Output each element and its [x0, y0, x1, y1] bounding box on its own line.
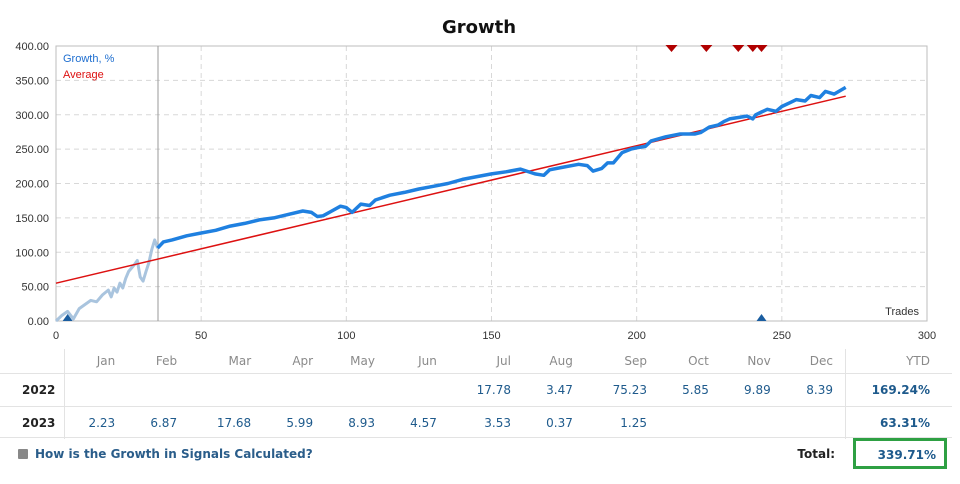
month-value — [127, 373, 190, 407]
ytd-value: 169.24% — [845, 373, 952, 407]
year-cell: 2023 — [0, 406, 65, 439]
y-tick-label: 0.00 — [28, 316, 49, 328]
month-value: 6.87 — [127, 406, 190, 439]
year-header — [0, 349, 65, 374]
year-cell: 2022 — [0, 373, 65, 407]
chart-series — [54, 85, 847, 323]
month-value — [64, 373, 128, 407]
month-value: 9.89 — [720, 373, 783, 407]
month-value: 17.68 — [189, 406, 264, 439]
month-value — [782, 406, 846, 439]
total-value: 339.71% — [877, 448, 936, 462]
y-tick-label: 400.00 — [15, 41, 49, 53]
month-header: Aug — [549, 354, 573, 368]
trade-marker-top — [732, 45, 745, 52]
month-header: Feb — [155, 354, 178, 368]
trade-marker-top — [665, 45, 678, 52]
month-header: Jul — [496, 354, 511, 368]
trade-marker-top — [746, 45, 759, 52]
y-tick-label: 200.00 — [15, 179, 49, 191]
y-tick-label: 300.00 — [15, 110, 49, 122]
help-book-icon — [18, 449, 28, 459]
y-tick-label: 100.00 — [15, 247, 49, 259]
total-highlight-box: 339.71% — [853, 438, 947, 469]
month-header: Apr — [292, 354, 314, 368]
month-value: 5.85 — [658, 373, 721, 407]
y-tick-label: 250.00 — [15, 144, 49, 156]
y-tick-label: 50.00 — [21, 282, 49, 294]
x-tick-label: 300 — [918, 330, 936, 342]
y-axis-ticks: 0.00 50.00 100.00 150.00 200.00 250.00 300.00 3… — [15, 41, 49, 328]
monthly-growth-table: Jan Feb Mar Apr May Jun Jul Aug Sep Oct … — [0, 349, 952, 439]
x-tick-label: 250 — [773, 330, 791, 342]
ytd-header: YTD — [845, 349, 952, 374]
legend-average: Average — [63, 69, 104, 81]
x-axis-ticks: 0 50 100 150 200 250 300 — [53, 330, 936, 342]
trade-marker-bottom — [62, 314, 73, 321]
month-value: 8.93 — [325, 406, 387, 439]
x-tick-label: 50 — [195, 330, 207, 342]
month-value: 0.37 — [522, 406, 585, 439]
month-header: Jan — [96, 354, 116, 368]
growth-line — [156, 85, 847, 250]
total-label: Total: — [797, 447, 835, 461]
month-value: 2.23 — [64, 406, 128, 439]
month-header: Mar — [228, 354, 252, 368]
x-axis-label: Trades — [885, 306, 919, 318]
month-header: Jun — [418, 354, 437, 368]
month-value: 4.57 — [386, 406, 449, 439]
footer-bar: How is the Growth in Signals Calculated?… — [0, 437, 952, 472]
table-row: 2022 17.78 3.47 75.23 5.85 9.89 8.39 169… — [0, 373, 952, 407]
chart-title: Growth — [442, 17, 516, 38]
month-value: 17.78 — [448, 373, 523, 407]
plot-area-border — [55, 45, 928, 322]
month-value: 5.99 — [263, 406, 326, 439]
month-value — [189, 373, 264, 407]
history-growth-line — [54, 238, 160, 323]
month-value — [263, 373, 326, 407]
legend-growth: Growth, % — [63, 53, 115, 65]
month-value: 75.23 — [584, 373, 659, 407]
ytd-value: 63.31% — [845, 406, 952, 439]
month-header: May — [350, 354, 375, 368]
month-value — [720, 406, 783, 439]
month-value: 3.47 — [522, 373, 585, 407]
x-tick-label: 100 — [337, 330, 355, 342]
month-value: 3.53 — [448, 406, 523, 439]
chart-grid — [56, 46, 927, 321]
table-header-row: Jan Feb Mar Apr May Jun Jul Aug Sep Oct … — [0, 349, 952, 374]
y-tick-label: 150.00 — [15, 213, 49, 225]
trade-markers — [62, 45, 768, 321]
x-tick-label: 0 — [53, 330, 59, 342]
month-value — [386, 373, 449, 407]
month-value: 8.39 — [782, 373, 846, 407]
month-header: Dec — [809, 354, 833, 368]
month-value — [658, 406, 721, 439]
month-header: Nov — [747, 354, 771, 368]
y-tick-label: 350.00 — [15, 75, 49, 87]
month-value — [325, 373, 387, 407]
trade-marker-top — [755, 45, 768, 52]
growth-chart: Growth 0.00 50.00 100.00 150.00 200.00 250.00… — [15, 17, 936, 342]
x-tick-label: 150 — [482, 330, 500, 342]
x-tick-label: 200 — [627, 330, 645, 342]
month-value: 1.25 — [584, 406, 659, 439]
trade-marker-bottom — [756, 314, 767, 321]
month-header: Sep — [624, 354, 647, 368]
table-row: 2023 2.23 6.87 17.68 5.99 8.93 4.57 3.53… — [0, 406, 952, 439]
trade-marker-top — [700, 45, 713, 52]
average-line — [55, 95, 846, 284]
month-header: Oct — [688, 354, 709, 368]
growth-calculation-help-link[interactable]: How is the Growth in Signals Calculated? — [35, 447, 313, 461]
